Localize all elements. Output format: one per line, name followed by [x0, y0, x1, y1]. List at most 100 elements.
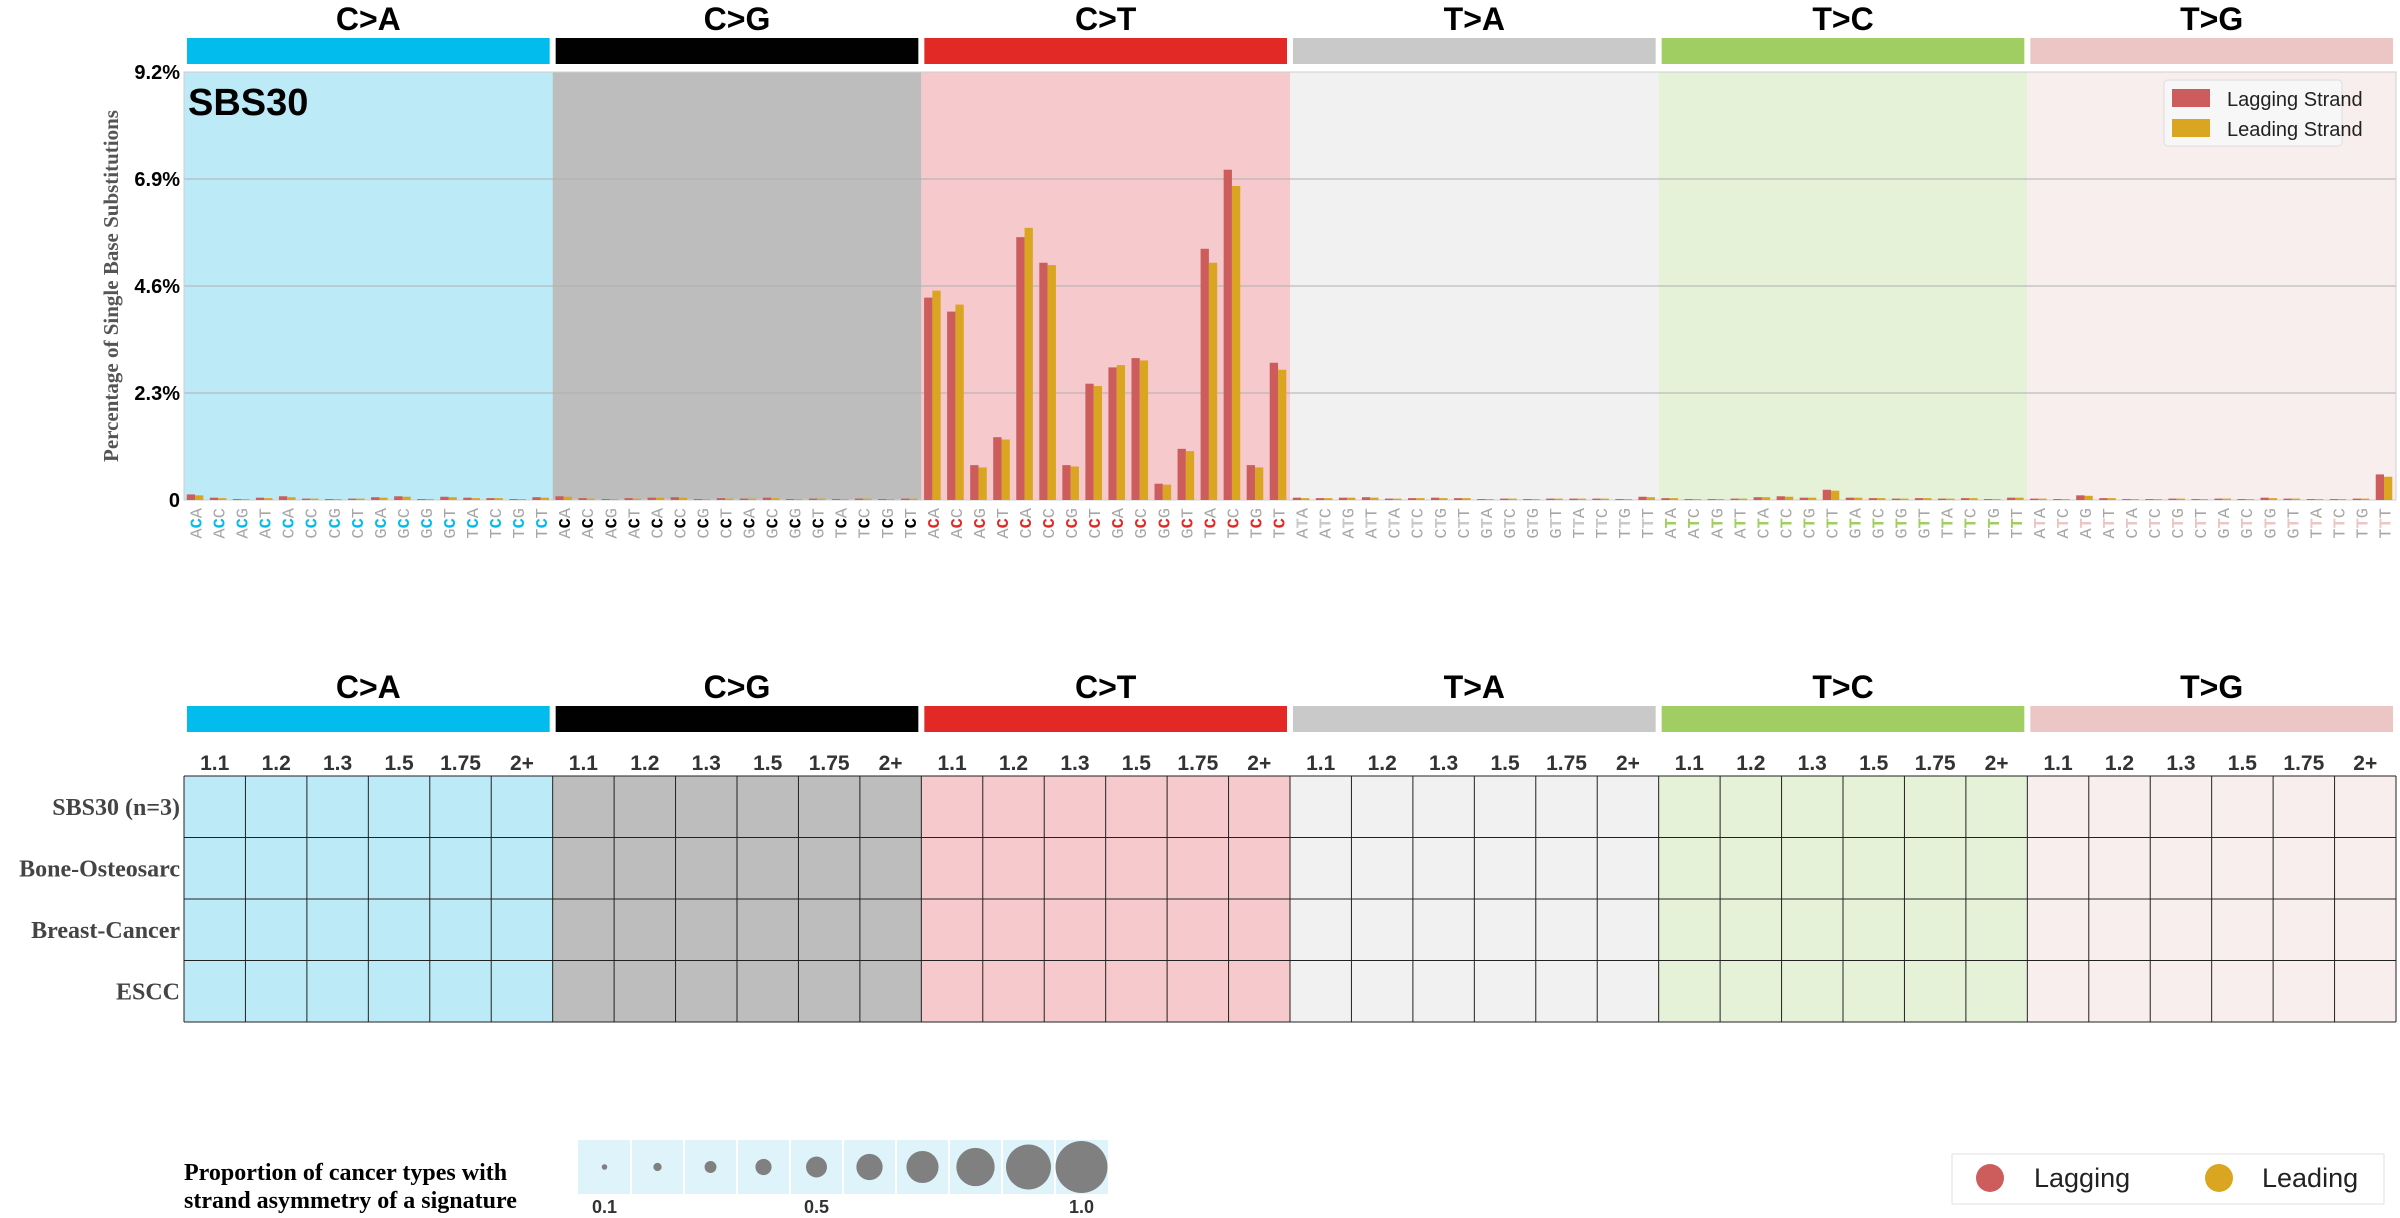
context-base: A	[926, 507, 945, 518]
context-base: T	[465, 528, 484, 538]
context-base: T	[534, 528, 553, 538]
context-base: T	[2147, 518, 2166, 528]
context-base: T	[1479, 518, 1498, 528]
context-base: G	[765, 528, 784, 538]
leading-bar	[2107, 498, 2116, 500]
lagging-bar	[1546, 498, 1555, 500]
leading-bar	[817, 498, 826, 500]
x-context-label: ATC	[2055, 508, 2074, 539]
context-base: C	[2055, 508, 2074, 518]
context-base: C	[1202, 518, 1221, 528]
leading-bar	[978, 467, 987, 500]
leading-bar	[1600, 498, 1609, 500]
context-base: G	[2262, 508, 2281, 518]
leading-bar	[494, 498, 503, 500]
x-context-label: TCT	[534, 508, 553, 539]
context-base: T	[2285, 518, 2304, 528]
lagging-bar	[1477, 499, 1486, 500]
leading-bar	[2360, 498, 2370, 500]
leading-bar	[748, 498, 757, 500]
context-base: G	[1617, 508, 1636, 518]
context-base: C	[1064, 528, 1083, 538]
category-header-label: C>A	[336, 669, 401, 705]
context-base: C	[235, 518, 254, 528]
x-context-label: CCA	[281, 507, 300, 538]
x-context-label: ATT	[2101, 508, 2120, 539]
context-base: C	[580, 508, 599, 518]
context-base: T	[1732, 508, 1751, 518]
lagging-bar	[1454, 498, 1463, 500]
leading-bar	[540, 497, 549, 500]
context-base: T	[1617, 528, 1636, 538]
context-base: C	[1594, 508, 1613, 518]
x-context-label: CCG	[695, 508, 714, 539]
context-base: G	[511, 508, 530, 518]
x-context-label: GTC	[1502, 508, 1521, 539]
context-base: G	[1986, 508, 2005, 518]
context-base: G	[1156, 528, 1175, 538]
context-base: G	[788, 508, 807, 518]
leading-bar	[655, 497, 665, 500]
context-base: T	[1640, 528, 1659, 538]
context-base: T	[1940, 528, 1959, 538]
context-base: T	[1824, 518, 1843, 528]
context-base: T	[1341, 518, 1360, 528]
context-base: T	[1917, 508, 1936, 518]
x-context-label: GCA	[373, 507, 392, 538]
context-base: C	[189, 518, 208, 528]
leading-bar	[886, 499, 895, 500]
context-base: T	[2354, 518, 2373, 528]
lagging-bar	[1431, 497, 1440, 500]
context-base: C	[811, 518, 830, 528]
size-legend-tick: 0.5	[804, 1197, 829, 1217]
context-base: T	[1686, 518, 1705, 528]
lagging-bar	[1177, 448, 1186, 500]
lagging-bar	[808, 498, 818, 500]
context-base: C	[1041, 508, 1060, 518]
lagging-bar	[1937, 498, 1947, 500]
lagging-bar	[1984, 499, 1993, 500]
category-header-label: T>C	[1812, 1, 1873, 37]
category-header-label: C>A	[336, 1, 401, 37]
context-base: G	[972, 508, 991, 518]
context-base: T	[2308, 518, 2327, 528]
x-context-label: ACC	[212, 508, 231, 539]
context-base: T	[903, 528, 922, 538]
ratio-column-label: 1.75	[1177, 752, 1218, 775]
context-base: C	[857, 508, 876, 518]
context-base: C	[419, 518, 438, 528]
leading-bar	[1946, 498, 1955, 500]
lagging-bar	[1799, 497, 1808, 500]
context-base: T	[1548, 508, 1567, 518]
context-base: A	[1110, 507, 1129, 518]
context-base: C	[465, 518, 484, 528]
color-legend-box	[1951, 1153, 2385, 1205]
x-context-label: TCT	[1271, 508, 1290, 539]
x-context-label: CCC	[304, 508, 323, 539]
leading-bar	[1370, 497, 1379, 500]
x-context-label: GCT	[1179, 508, 1198, 539]
context-base: C	[396, 518, 415, 528]
context-base: G	[1917, 528, 1936, 538]
x-context-label: ATA	[1295, 507, 1314, 538]
x-context-label: GCA	[1110, 507, 1129, 538]
context-base: G	[788, 528, 807, 538]
context-base: T	[488, 528, 507, 538]
lagging-bar	[1730, 498, 1739, 500]
context-base: C	[1087, 518, 1106, 528]
leading-bar	[2084, 495, 2093, 500]
lagging-bar	[555, 496, 564, 500]
heatmap-row-label: Breast-Cancer	[31, 918, 180, 944]
leading-bar	[2268, 498, 2278, 500]
x-context-label: CTA	[1387, 507, 1406, 538]
leading-bar	[725, 498, 734, 500]
leading-bar	[2153, 499, 2162, 500]
lagging-bar	[762, 497, 772, 500]
x-context-label: GTT	[1917, 508, 1936, 539]
context-base: T	[626, 508, 645, 518]
context-base: C	[304, 518, 323, 528]
x-context-label: CTC	[1410, 508, 1429, 539]
leading-bar	[1508, 498, 1517, 500]
lagging-bar	[1638, 496, 1647, 500]
context-base: C	[1018, 518, 1037, 528]
